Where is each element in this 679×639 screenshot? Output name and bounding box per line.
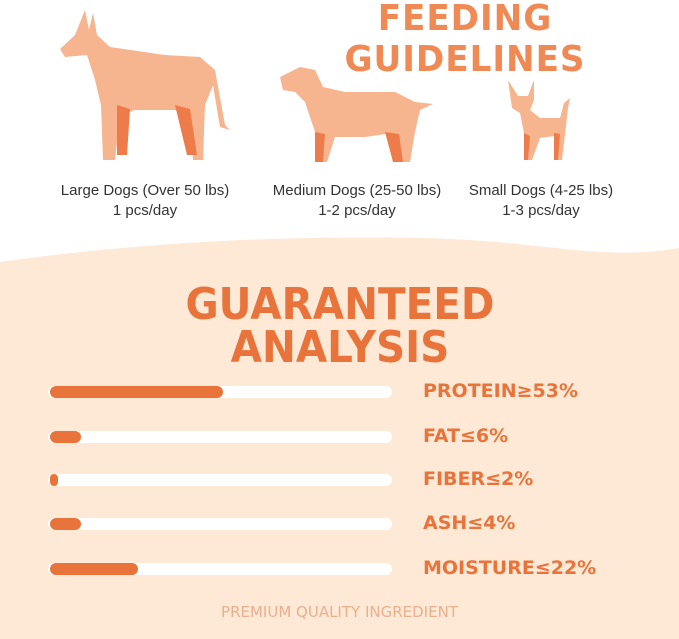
analysis-label: FAT≤6% [423, 425, 509, 447]
large-dog-icon [60, 10, 230, 160]
analysis-bar-fill [50, 563, 139, 575]
analysis-label: ASH≤4% [423, 512, 516, 534]
medium-dog-amount: 1-2 pcs/day [318, 202, 396, 219]
analysis-label: PROTEIN≥53% [423, 380, 579, 402]
large-dog-size: Large Dogs (Over 50 lbs) [60, 182, 230, 199]
premium-quality-footer: PREMIUM QUALITY INGREDIENT [221, 603, 458, 621]
medium-dog-icon [280, 67, 433, 162]
medium-dog-size: Medium Dogs (25-50 lbs) [272, 182, 442, 199]
analysis-label: FIBER≤2% [423, 468, 534, 490]
analysis-title: ANALYSIS [230, 322, 450, 373]
small-dog-size: Small Dogs (4-25 lbs) [468, 182, 614, 199]
guaranteed-title: GUARANTEED [185, 279, 495, 330]
analysis-bar-track [48, 518, 392, 530]
medium-dog-caption: Medium Dogs (25-50 lbs) 1-2 pcs/day [242, 181, 472, 221]
small-dog-amount: 1-3 pcs/day [502, 202, 580, 219]
analysis-bar-track [48, 563, 392, 575]
small-dog-icon [508, 80, 570, 160]
analysis-bar-fill [50, 386, 224, 398]
analysis-bar-track [48, 431, 392, 443]
analysis-bar-fill [50, 518, 81, 530]
feeding-guidelines-title: FEEDING GUIDELINES [344, 0, 586, 80]
analysis-bar-fill [50, 431, 81, 443]
small-dog-caption: Small Dogs (4-25 lbs) 1-3 pcs/day [426, 181, 656, 221]
large-dog-caption: Large Dogs (Over 50 lbs) 1 pcs/day [30, 181, 260, 221]
analysis-bar-track [48, 386, 392, 398]
analysis-label: MOISTURE≤22% [423, 557, 597, 579]
analysis-bar-fill [50, 474, 58, 486]
large-dog-amount: 1 pcs/day [112, 202, 178, 219]
analysis-bar-track [48, 474, 392, 486]
